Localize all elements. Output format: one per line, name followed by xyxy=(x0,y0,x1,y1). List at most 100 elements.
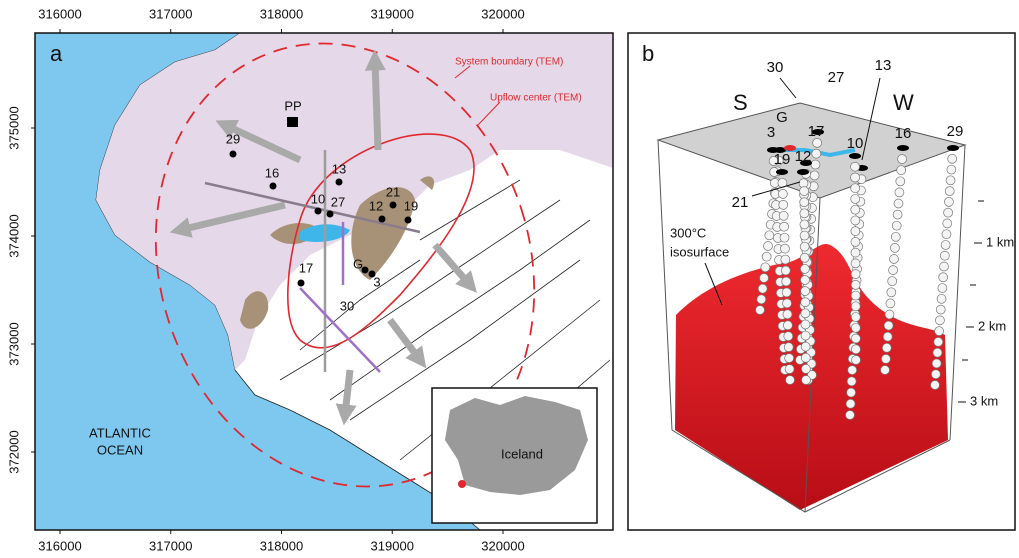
sample-point xyxy=(892,221,901,230)
sample-point xyxy=(801,331,810,340)
x-tick-label: 317000 xyxy=(149,6,192,21)
well xyxy=(379,216,386,223)
plant-label: PP xyxy=(284,98,301,113)
ocean-label: OCEAN xyxy=(97,442,143,457)
sample-point xyxy=(851,173,860,182)
well-label: 30 xyxy=(767,59,784,76)
wellhead xyxy=(897,145,909,151)
sample-point xyxy=(802,376,811,385)
x-tick-label: 320000 xyxy=(481,538,524,553)
well-label: 30 xyxy=(340,298,354,313)
sample-point xyxy=(932,359,941,368)
sample-point xyxy=(891,232,900,241)
sample-point xyxy=(801,320,810,329)
well xyxy=(298,280,305,287)
well-label: 19 xyxy=(404,198,418,213)
wellhead xyxy=(947,145,959,151)
sample-point xyxy=(931,381,940,390)
direction: W xyxy=(893,90,914,115)
sample-point xyxy=(944,208,953,217)
well-label: G xyxy=(776,109,788,126)
power-plant xyxy=(287,117,298,127)
sample-point xyxy=(760,274,769,283)
well xyxy=(390,202,397,209)
depth-label: 1 km xyxy=(986,234,1014,249)
y-tick-label: 373000 xyxy=(6,322,21,365)
sample-point xyxy=(780,233,789,242)
sample-point xyxy=(781,255,790,264)
y-tick-label: 375000 xyxy=(6,106,21,149)
sample-point xyxy=(883,332,892,341)
wellhead xyxy=(849,153,861,159)
sample-point xyxy=(851,334,860,343)
sample-point xyxy=(936,305,945,314)
panel-label: a xyxy=(50,41,63,66)
sample-point xyxy=(894,199,903,208)
sample-point xyxy=(947,165,956,174)
well-label: 27 xyxy=(828,69,845,86)
sample-point xyxy=(884,321,893,330)
sample-point xyxy=(800,264,809,273)
sample-point xyxy=(780,244,789,253)
site-marker xyxy=(458,480,466,488)
well-label: 16 xyxy=(265,165,279,180)
well-label: 21 xyxy=(386,184,400,199)
sample-point xyxy=(801,298,810,307)
sample-point xyxy=(945,187,954,196)
sample-point xyxy=(887,288,896,297)
sample-point xyxy=(851,184,860,193)
well-label: 12 xyxy=(795,148,812,165)
x-tick-label: 318000 xyxy=(260,6,303,21)
panel-label: b xyxy=(642,41,654,66)
well-label: 19 xyxy=(774,151,791,168)
x-tick-label: 316000 xyxy=(38,6,81,21)
sample-point xyxy=(800,253,809,262)
sample-point xyxy=(937,294,946,303)
sample-point xyxy=(801,309,810,318)
sample-point xyxy=(786,376,795,385)
inset-label: Iceland xyxy=(501,446,543,461)
sample-point xyxy=(801,353,810,362)
well-label: 12 xyxy=(369,198,383,213)
well-label: G xyxy=(353,256,363,271)
sample-point xyxy=(898,155,907,164)
sample-point xyxy=(941,240,950,249)
sample-point xyxy=(852,356,861,365)
sample-point xyxy=(778,189,787,198)
sample-point xyxy=(881,366,890,375)
sample-point xyxy=(888,277,897,286)
sample-point xyxy=(800,198,809,207)
inset: Iceland xyxy=(432,388,597,523)
sample-point xyxy=(801,276,810,285)
sample-point xyxy=(800,187,809,196)
well-label: 17 xyxy=(299,260,313,275)
sample-point xyxy=(848,366,857,375)
sample-point xyxy=(942,230,951,239)
annotation: System boundary (TEM) xyxy=(455,57,563,68)
well-label: 16 xyxy=(895,125,912,142)
sample-point xyxy=(851,248,860,257)
sample-point xyxy=(931,370,940,379)
sample-point xyxy=(890,255,899,264)
sample-point xyxy=(784,343,793,352)
annotation: Upflow center (TEM) xyxy=(490,93,582,104)
well-label: 17 xyxy=(808,123,825,140)
x-tick-label: 318000 xyxy=(260,538,303,553)
well xyxy=(405,217,412,224)
x-tick-label: 316000 xyxy=(38,538,81,553)
wellhead xyxy=(776,169,788,175)
well xyxy=(336,179,343,186)
sample-point xyxy=(810,171,819,180)
sample-point xyxy=(812,149,821,158)
sample-point xyxy=(851,259,860,268)
sample-point xyxy=(783,321,792,330)
well-label: 13 xyxy=(875,57,892,74)
sample-point xyxy=(933,348,942,357)
sample-point xyxy=(948,154,957,163)
isosurface-label: isosurface xyxy=(670,244,729,259)
ocean-label: ATLANTIC xyxy=(89,425,151,440)
y-tick-label: 374000 xyxy=(6,214,21,257)
sample-point xyxy=(851,345,860,354)
sample-point xyxy=(851,280,860,289)
sample-point xyxy=(847,377,856,386)
